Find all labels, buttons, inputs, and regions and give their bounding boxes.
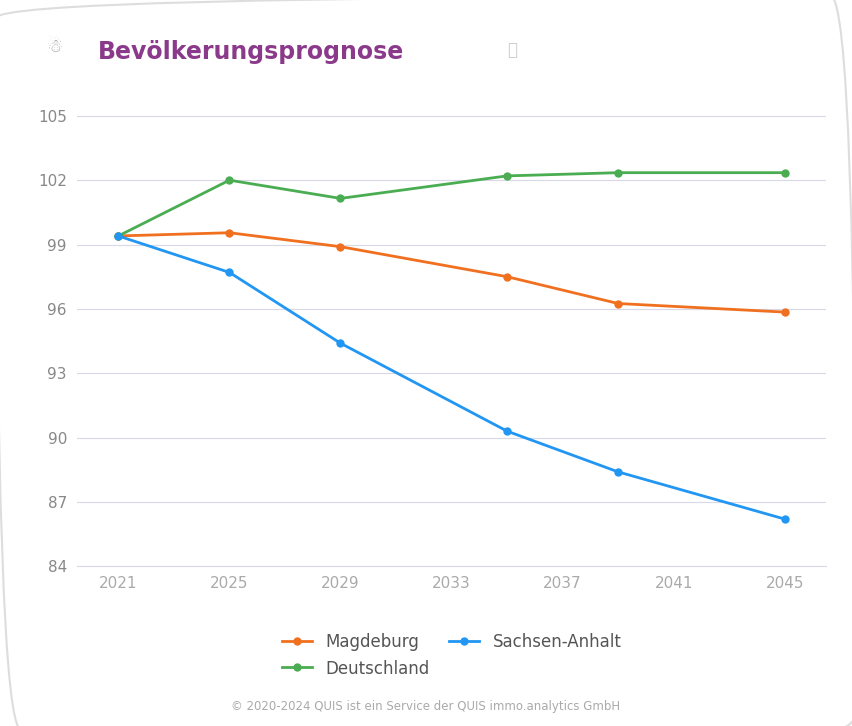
Sachsen-Anhalt [224,268,234,277]
Deutschland [613,168,624,177]
Deutschland [336,194,346,203]
Magdeburg [502,272,512,281]
Line: Magdeburg: Magdeburg [114,229,789,317]
Sachsen-Anhalt [502,427,512,436]
Sachsen-Anhalt [336,339,346,348]
Magdeburg [780,308,790,317]
Magdeburg [336,242,346,251]
Magdeburg [113,232,124,240]
Deutschland [502,171,512,180]
Sachsen-Anhalt [113,232,124,240]
Legend: Magdeburg, Deutschland, Sachsen-Anhalt: Magdeburg, Deutschland, Sachsen-Anhalt [275,627,628,684]
Magdeburg [224,229,234,237]
Text: Bevölkerungsprognose: Bevölkerungsprognose [98,40,404,64]
Deutschland [224,176,234,184]
Magdeburg [613,299,624,308]
Deutschland [113,232,124,240]
Line: Sachsen-Anhalt: Sachsen-Anhalt [114,232,789,523]
Text: ☃: ☃ [47,38,63,56]
Text: © 2020-2024 QUIS ist ein Service der QUIS immo.analytics GmbH: © 2020-2024 QUIS ist ein Service der QUI… [232,700,620,713]
Line: Deutschland: Deutschland [114,168,789,240]
Text: ⓘ: ⓘ [507,41,517,59]
Sachsen-Anhalt [780,515,790,523]
Sachsen-Anhalt [613,468,624,476]
Deutschland [780,168,790,177]
